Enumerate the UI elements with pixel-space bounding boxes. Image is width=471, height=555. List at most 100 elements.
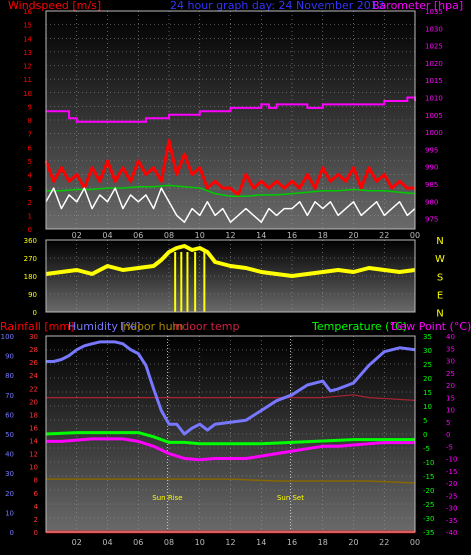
x-tick-label: 22: [379, 538, 389, 547]
rain-tick-label: 10: [29, 464, 38, 472]
temperature-line: [45, 431, 415, 446]
dew-point-line: [46, 437, 415, 462]
wind-tick-label: 11: [23, 76, 32, 84]
dew-tick-label: -20: [446, 480, 457, 488]
humidity-tick-label: 0: [10, 529, 14, 537]
x-tick-label: 02: [72, 538, 82, 547]
baro-tick-label: 980: [425, 198, 438, 206]
baro-tick-label: 1030: [425, 25, 443, 33]
wind-tick-label: 5: [28, 158, 32, 166]
rain-tick-label: 16: [29, 424, 38, 432]
dew-tick-label: 35: [446, 345, 455, 353]
baro-tick-label: 1025: [425, 43, 443, 51]
x-tick-label: 18: [318, 538, 328, 547]
baro-tick-label: 1000: [425, 129, 443, 137]
wind-tick-label: 8: [28, 117, 32, 125]
x-tick-label: 22: [379, 231, 389, 240]
baro-tick-label: 995: [425, 146, 438, 154]
dew-tick-label: -25: [446, 492, 457, 500]
humidity-tick-label: 40: [5, 451, 14, 459]
x-tick-label: 04: [102, 231, 112, 240]
temp-tick-label: -10: [423, 459, 434, 467]
rain-tick-label: 20: [29, 398, 38, 406]
wind-tick-label: 10: [23, 90, 32, 98]
compass-label: S: [437, 272, 443, 283]
baro-tick-label: 1020: [425, 60, 443, 68]
compass-label: W: [435, 254, 445, 265]
x-tick-label: 00: [410, 231, 420, 240]
x-tick-label: 18: [318, 231, 328, 240]
rain-tick-label: 0: [34, 529, 38, 537]
x-tick-label: 10: [195, 538, 205, 547]
humidity-tick-label: 30: [5, 470, 14, 478]
humidity-tick-label: 100: [1, 333, 14, 341]
rain-tick-label: 2: [34, 516, 38, 524]
wind-panel-bg-border: [45, 10, 416, 230]
compass-label: E: [437, 290, 443, 301]
winddir-tick-label: 180: [24, 273, 37, 281]
wind-tick-label: 6: [28, 144, 33, 152]
x-tick-label: 08: [164, 538, 174, 547]
temp-panel-bg-border: [45, 335, 416, 533]
wind-tick-label: 13: [23, 49, 32, 57]
wind-tick-label: 9: [28, 103, 32, 111]
humidity-tick-label: 20: [5, 490, 14, 498]
dew-tick-label: -40: [446, 529, 457, 537]
humidity-title: Humidity [%]: [68, 320, 141, 333]
indoor-hum-line: [46, 478, 416, 484]
winddir-tick-label: 0: [33, 309, 37, 317]
rain-title: Rainfall [mm]: [0, 320, 75, 333]
winddir-tick-label: 360: [24, 237, 37, 245]
rain-tick-label: 12: [29, 451, 38, 459]
x-tick-label: 04: [102, 538, 112, 547]
graph-title: 24 hour graph day: 24 November 2013: [170, 0, 385, 12]
dew-tick-label: 5: [446, 419, 450, 427]
rain-tick-label: 14: [29, 438, 38, 446]
dew-tick-label: 0: [446, 431, 450, 439]
baro-title: Barometer [hpa]: [372, 0, 464, 12]
x-tick-label: 16: [287, 538, 297, 547]
wind-tick-label: 7: [28, 131, 32, 139]
dew-tick-label: 20: [446, 382, 455, 390]
temp-tick-label: 35: [423, 333, 432, 341]
x-tick-label: 06: [133, 231, 143, 240]
indoor-hum-title: Indoor hum: [120, 320, 184, 333]
dew-tick-label: 40: [446, 333, 455, 341]
temp-tick-label: 30: [423, 347, 432, 355]
dew-tick-label: -15: [446, 468, 457, 476]
wind-tick-label: 14: [23, 35, 32, 43]
indoor-temp-line: [46, 394, 416, 401]
wind-tick-label: 2: [28, 199, 32, 207]
winddir-tick-label: 270: [24, 255, 37, 263]
dew-tick-label: -5: [446, 443, 453, 451]
x-tick-label: 14: [256, 538, 266, 547]
x-tick-label: 12: [225, 231, 235, 240]
temp-tick-label: 20: [423, 375, 432, 383]
dew-tick-label: 25: [446, 370, 455, 378]
compass-label: N: [436, 236, 443, 247]
wind-tick-label: 4: [28, 172, 33, 180]
wind-title: Windspeed [m/s]: [8, 0, 102, 12]
humidity-tick-label: 90: [5, 353, 14, 361]
baro-tick-label: 1035: [425, 8, 443, 16]
windspeed-line: [44, 138, 415, 197]
humidity-tick-label: 50: [5, 431, 14, 439]
temp-tick-label: -15: [423, 473, 434, 481]
dew-tick-label: -10: [446, 456, 457, 464]
rain-tick-label: 30: [29, 333, 38, 341]
x-tick-label: 10: [195, 231, 205, 240]
temp-tick-label: 5: [423, 417, 427, 425]
dew-title: Dew Point (°C): [391, 320, 471, 333]
wind-tick-label: 16: [23, 8, 32, 16]
x-tick-label: 06: [133, 538, 143, 547]
x-tick-label: 02: [72, 231, 82, 240]
x-tick-label: 20: [348, 231, 358, 240]
wind-tick-label: 3: [28, 185, 32, 193]
x-tick-label: 16: [287, 231, 297, 240]
temp-tick-label: 0: [423, 431, 427, 439]
rain-tick-label: 26: [29, 359, 38, 367]
humidity-tick-label: 10: [5, 509, 14, 517]
wind-tick-label: 1: [28, 212, 32, 220]
sunset-label: Sun Set: [277, 494, 304, 502]
